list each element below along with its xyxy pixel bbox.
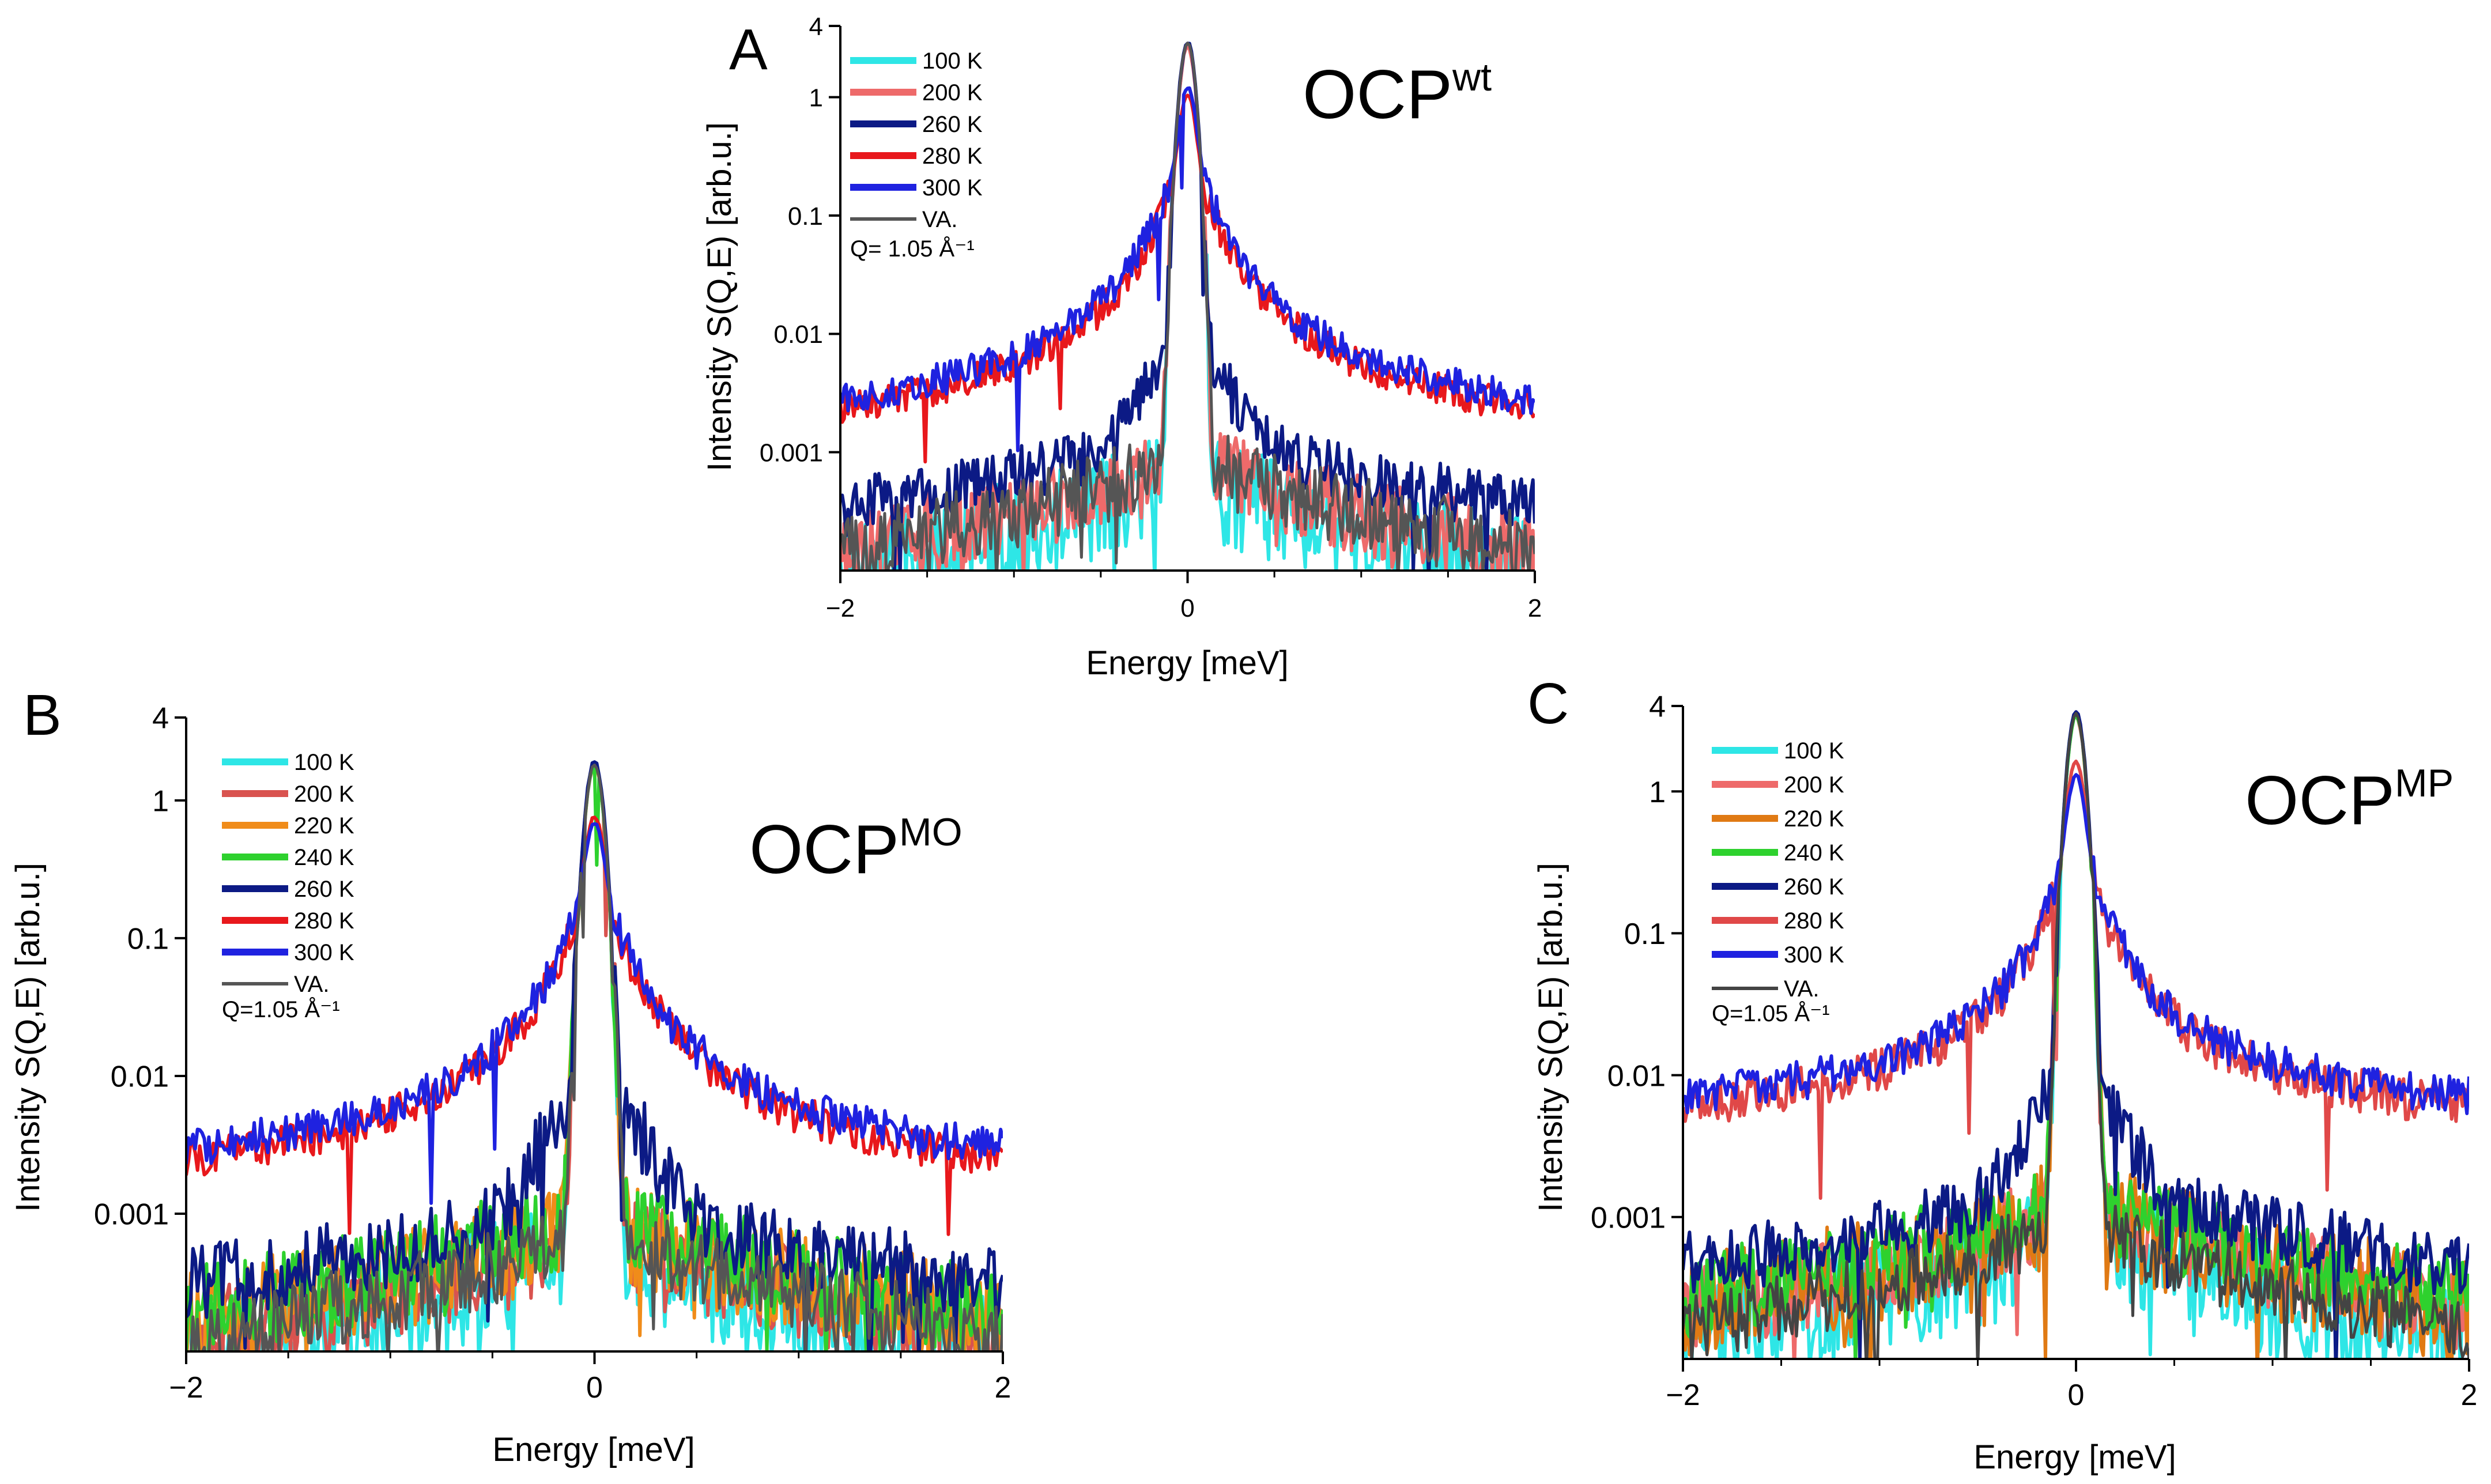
legend-label: 240 K — [294, 845, 354, 870]
legend-label: 200 K — [922, 80, 983, 105]
x-axis-label-c: Energy [meV] — [1973, 1438, 2176, 1476]
y-axis-label-c: Intensity S(Q,E) [arb.u.] — [1532, 863, 1569, 1212]
series-line-300k — [186, 822, 1003, 1205]
ticks-a: −2 0 2 4 1 0.1 0.01 0.001 — [760, 13, 1542, 622]
series-line-va — [1683, 712, 2469, 1359]
legend-label: 100 K — [1784, 738, 1844, 764]
y-tick-label: 0.001 — [760, 439, 823, 467]
legend-label: 100 K — [294, 750, 354, 775]
y-axis-label-b: Intensity S(Q,E) [arb.u.] — [9, 863, 47, 1212]
chart-title-c: OCPMP — [2245, 761, 2454, 839]
series-line-300k — [1683, 773, 2469, 1115]
legend-label: 260 K — [294, 877, 354, 902]
legend-label: 260 K — [922, 112, 983, 137]
panel-letter-b: B — [23, 683, 62, 747]
x-tick-label: 2 — [995, 1371, 1012, 1404]
legend-label: 300 K — [1784, 942, 1844, 968]
series-line-300k — [840, 86, 1535, 452]
y-tick-label: 1 — [152, 785, 169, 818]
panel-letter-c: C — [1527, 671, 1569, 736]
y-tick-label: 0.001 — [1591, 1202, 1666, 1235]
plot-area-c — [1683, 710, 2469, 1359]
legend-label: VA. — [922, 207, 958, 232]
plot-area-b — [186, 760, 1003, 1351]
legend-label: 280 K — [1784, 908, 1844, 934]
legend-label: 300 K — [294, 940, 354, 965]
y-tick-label: 0.1 — [127, 923, 169, 956]
ticks-c: −2 0 2 4 1 0.1 0.01 0.001 — [1591, 690, 2478, 1412]
y-tick-label: 0.001 — [94, 1198, 169, 1232]
y-tick-label: 0.01 — [1607, 1059, 1666, 1093]
y-tick-label: 0.01 — [773, 320, 823, 349]
x-tick-label: −2 — [169, 1371, 203, 1404]
x-tick-label: −2 — [1666, 1379, 1700, 1412]
q-annotation-c: Q=1.05 Å⁻¹ — [1712, 1000, 1830, 1026]
ticks-b: −2 0 2 4 1 0.1 0.01 0.001 — [94, 702, 1012, 1404]
legend-a: 100 K 200 K 260 K 280 K 300 K VA. — [850, 48, 983, 232]
x-tick-label: 2 — [2461, 1379, 2478, 1412]
legend-label: 200 K — [1784, 772, 1844, 798]
plot-area-a — [840, 41, 1535, 571]
series-group — [186, 760, 1003, 1351]
legend-label: 200 K — [294, 781, 354, 807]
legend-label: 220 K — [294, 813, 354, 839]
q-annotation-a: Q= 1.05 Å⁻¹ — [850, 236, 975, 262]
y-tick-label: 4 — [1649, 690, 1666, 724]
y-tick-label: 4 — [152, 702, 169, 735]
y-tick-label: 0.1 — [788, 202, 823, 231]
y-tick-label: 0.1 — [1624, 917, 1666, 951]
x-tick-label: 0 — [1180, 594, 1194, 622]
y-tick-label: 0.01 — [111, 1060, 169, 1094]
x-tick-label: 2 — [1528, 594, 1542, 622]
x-tick-label: −2 — [826, 594, 855, 622]
legend-label: 280 K — [294, 908, 354, 934]
y-tick-label: 1 — [809, 84, 823, 112]
chart-title-a: OCPwt — [1303, 55, 1492, 133]
legend-b: 100 K 200 K 220 K 240 K 260 K 280 K 300 K VA. — [222, 750, 354, 997]
legend-label: VA. — [1784, 976, 1820, 1002]
series-group — [1683, 710, 2469, 1359]
legend-label: 260 K — [1784, 874, 1844, 900]
x-tick-label: 0 — [2068, 1379, 2085, 1412]
y-tick-label: 1 — [1649, 776, 1666, 809]
legend-label: 240 K — [1784, 840, 1844, 866]
legend-label: 220 K — [1784, 806, 1844, 832]
y-tick-label: 4 — [809, 13, 823, 41]
legend-label: 100 K — [922, 48, 983, 74]
series-group — [840, 41, 1535, 571]
x-axis-label-b: Energy [meV] — [492, 1431, 695, 1468]
legend-label: 300 K — [922, 175, 983, 201]
legend-label: 280 K — [922, 144, 983, 169]
series-line-va — [190, 763, 1003, 1351]
legend-label: VA. — [294, 972, 330, 997]
q-annotation-b: Q=1.05 Å⁻¹ — [222, 996, 340, 1022]
panel-letter-a: A — [729, 17, 768, 82]
y-axis-label-a: Intensity S(Q,E) [arb.u.] — [701, 122, 738, 471]
x-axis-label-a: Energy [meV] — [1086, 644, 1288, 682]
series-line-va — [840, 41, 1535, 571]
chart-title-b: OCPMO — [749, 810, 963, 888]
x-tick-label: 0 — [586, 1371, 603, 1404]
legend-c: 100 K 200 K 220 K 240 K 260 K 280 K 300 K VA. — [1712, 738, 1844, 1002]
